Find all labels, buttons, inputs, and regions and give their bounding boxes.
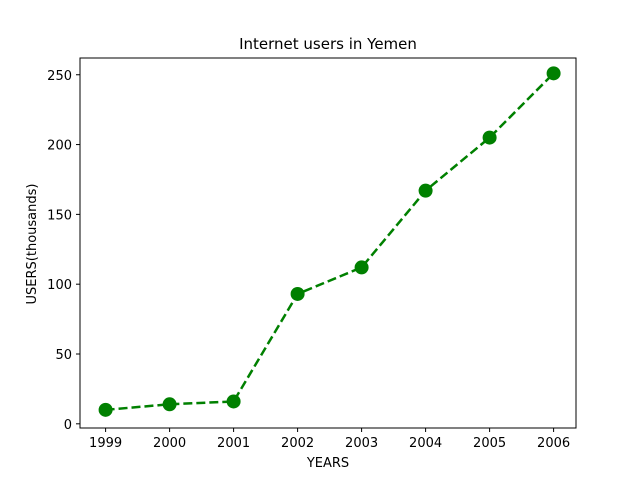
y-tick-label: 100 bbox=[47, 278, 72, 293]
series-line bbox=[105, 72, 555, 412]
data-point bbox=[162, 397, 177, 412]
data-point bbox=[290, 286, 305, 301]
plot-frame bbox=[79, 57, 577, 429]
plot-area bbox=[79, 57, 577, 429]
x-tick-label: 2003 bbox=[345, 436, 378, 451]
y-tick-label: 200 bbox=[47, 139, 72, 154]
y-tick-label: 150 bbox=[47, 208, 72, 223]
data-point bbox=[418, 183, 433, 198]
x-tick-label: 2005 bbox=[473, 436, 506, 451]
data-point bbox=[354, 260, 369, 275]
data-point bbox=[546, 66, 561, 81]
x-axis: 1999 2000 2001 2002 2003 2004 2005 2006 bbox=[89, 428, 570, 451]
y-axis-label: USERS(thousands) bbox=[25, 184, 40, 305]
x-tick-label: 2006 bbox=[537, 436, 570, 451]
y-tick-label: 250 bbox=[47, 69, 72, 84]
y-tick-label: 0 bbox=[64, 418, 72, 433]
x-axis-label: YEARS bbox=[306, 456, 349, 471]
x-tick-label: 1999 bbox=[89, 436, 122, 451]
x-tick-label: 2000 bbox=[153, 436, 186, 451]
y-tick-label: 50 bbox=[55, 348, 72, 363]
x-tick-label: 2002 bbox=[281, 436, 314, 451]
data-point bbox=[226, 394, 241, 409]
y-axis: 0 50 100 150 200 250 bbox=[47, 69, 80, 433]
x-tick-label: 2001 bbox=[217, 436, 250, 451]
chart-title: Internet users in Yemen bbox=[239, 35, 417, 53]
data-point bbox=[482, 130, 497, 145]
x-tick-label: 2004 bbox=[409, 436, 442, 451]
data-point bbox=[98, 402, 113, 417]
